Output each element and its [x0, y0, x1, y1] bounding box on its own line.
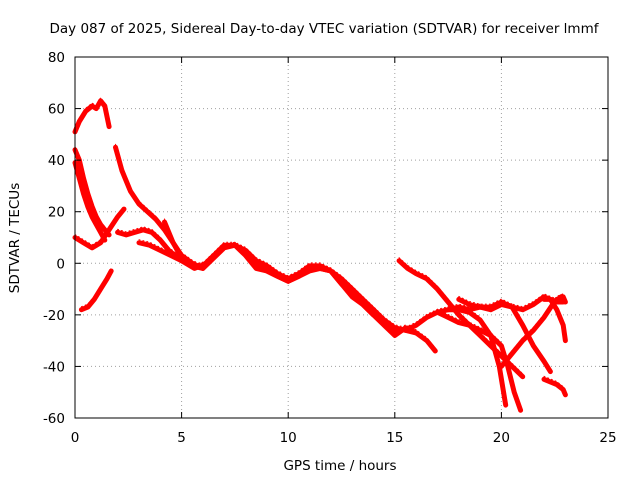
y-tick-label: -60	[43, 411, 65, 427]
y-tick-label: 40	[48, 153, 65, 169]
series-arc-2	[72, 147, 112, 238]
y-tick-label: -40	[43, 359, 65, 375]
series-arc-2-texture	[74, 146, 110, 233]
series-arc-14-texture	[436, 308, 522, 408]
series-arc-1-texture	[74, 97, 110, 130]
series-arc-11-texture	[245, 249, 396, 328]
x-axis-label: GPS time / hours	[283, 458, 396, 474]
series-arc-12	[396, 258, 526, 380]
series-arc-13-texture	[405, 306, 507, 403]
series-arc-19-texture	[543, 375, 566, 393]
series-arc-4-texture	[74, 205, 125, 246]
series-arc-19	[541, 376, 568, 398]
axis-ticks: 0 5 10 15 20 25 -60 -40 -20 0 20 40 60 80	[43, 50, 617, 446]
series-arc-18	[541, 296, 568, 344]
x-tick-label: 15	[386, 430, 403, 446]
series-arc-16-texture	[458, 295, 551, 370]
series-arc-18-texture	[543, 295, 566, 339]
x-tick-label: 20	[493, 430, 510, 446]
y-tick-label: 60	[48, 102, 65, 118]
series-arc-3-texture	[74, 159, 106, 238]
series-arc-20	[550, 294, 568, 307]
y-tick-label: 80	[48, 50, 65, 66]
data-series	[72, 97, 568, 413]
x-tick-label: 5	[177, 430, 186, 446]
series-arc-20-texture	[552, 293, 566, 302]
series-arc-14	[434, 309, 524, 413]
series-arc-16	[456, 296, 553, 375]
y-tick-label: 20	[48, 205, 65, 221]
series-arc-3	[72, 160, 108, 243]
y-tick-label: -20	[43, 308, 65, 324]
series-arc-11	[243, 250, 398, 333]
x-tick-label: 0	[71, 430, 80, 446]
series-arc-1	[72, 98, 112, 135]
plot-frame	[74, 56, 609, 419]
series-arc-9-texture	[164, 218, 436, 349]
y-axis-label: SDTVAR / TECUs	[7, 183, 23, 293]
chart-title: Day 087 of 2025, Sidereal Day-to-day VTE…	[50, 21, 600, 37]
y-tick-label: 0	[56, 256, 65, 272]
series-arc-13	[403, 307, 509, 408]
x-tick-label: 10	[280, 430, 297, 446]
x-tick-label: 25	[599, 430, 616, 446]
series-arc-10-texture	[181, 241, 417, 331]
series-arc-5-texture	[80, 267, 112, 308]
series-arc-5	[78, 268, 114, 313]
series-arc-4	[72, 206, 127, 251]
